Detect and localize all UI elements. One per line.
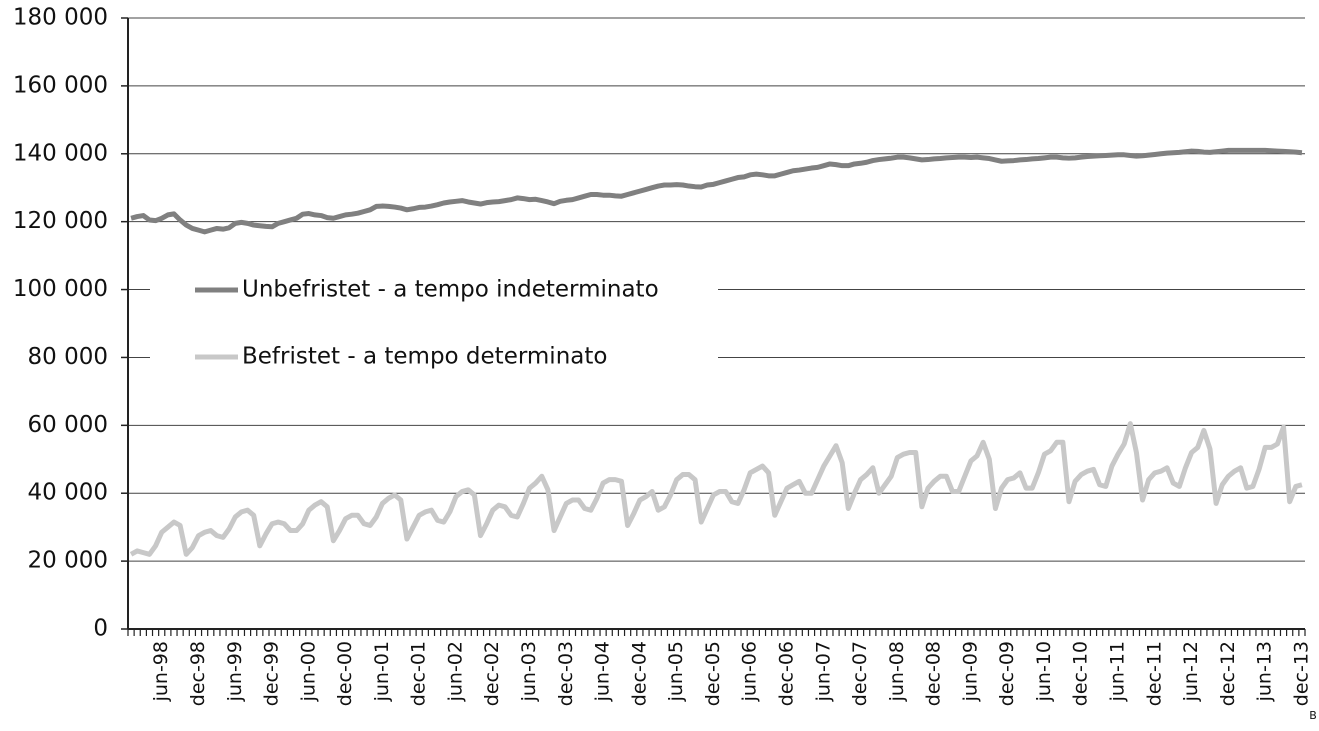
y-tick-label: 100 000	[13, 276, 108, 302]
x-tick-label: jun-08	[886, 641, 908, 702]
series-line	[129, 421, 1303, 557]
y-tick-label: 160 000	[13, 72, 108, 98]
x-tick-label: jun-12	[1180, 641, 1202, 702]
series-line	[130, 147, 1303, 235]
x-tick-label: dec-07	[849, 641, 871, 706]
legend-label: Unbefristet - a tempo indeterminato	[242, 277, 659, 303]
y-tick-label: 20 000	[28, 548, 108, 574]
x-tick-label: dec-11	[1143, 641, 1165, 706]
x-tick-label: dec-02	[481, 641, 503, 706]
x-tick-label: jun-99	[224, 641, 246, 702]
y-tick-label: 60 000	[28, 412, 108, 438]
x-tick-label: jun-04	[592, 641, 614, 702]
x-tick-label: dec-10	[1070, 641, 1092, 706]
legend-background	[150, 268, 718, 376]
x-tick-label: jun-01	[371, 641, 393, 702]
x-tick-label: jun-98	[150, 641, 172, 702]
x-tick-label: jun-06	[739, 641, 761, 702]
y-tick-label: 80 000	[28, 344, 108, 370]
x-tick-label: jun-13	[1254, 641, 1276, 702]
x-tick-label: dec-13	[1290, 641, 1312, 706]
x-tick-label: dec-01	[408, 641, 430, 706]
x-tick-label: dec-99	[261, 641, 283, 706]
x-tick-label: dec-04	[628, 641, 650, 706]
y-tick-label: 40 000	[28, 480, 108, 506]
x-tick-label: dec-00	[334, 641, 356, 706]
x-tick-label: dec-06	[775, 641, 797, 706]
y-tick-label: 140 000	[13, 140, 108, 166]
x-tick-label: dec-98	[187, 641, 209, 706]
x-tick-label: dec-05	[702, 641, 724, 706]
note: B	[1309, 709, 1317, 722]
y-tick-label: 180 000	[13, 5, 108, 31]
x-tick-label: dec-12	[1217, 641, 1239, 706]
y-tick-label: 120 000	[13, 208, 108, 234]
x-tick-label: jun-10	[1033, 641, 1055, 702]
x-tick-label: dec-08	[923, 641, 945, 706]
x-tick-label: jun-02	[444, 641, 466, 702]
x-tick-label: dec-03	[555, 641, 577, 706]
legend-label: Befristet - a tempo determinato	[242, 344, 607, 370]
x-tick-label: jun-05	[665, 641, 687, 702]
y-tick-label: 0	[93, 616, 108, 642]
x-tick-label: jun-03	[518, 641, 540, 702]
x-tick-label: jun-07	[812, 641, 834, 702]
x-tick-label: jun-00	[297, 641, 319, 702]
x-tick-label: jun-11	[1107, 641, 1129, 702]
x-tick-label: jun-09	[959, 641, 981, 702]
x-tick-label: dec-09	[996, 641, 1018, 706]
